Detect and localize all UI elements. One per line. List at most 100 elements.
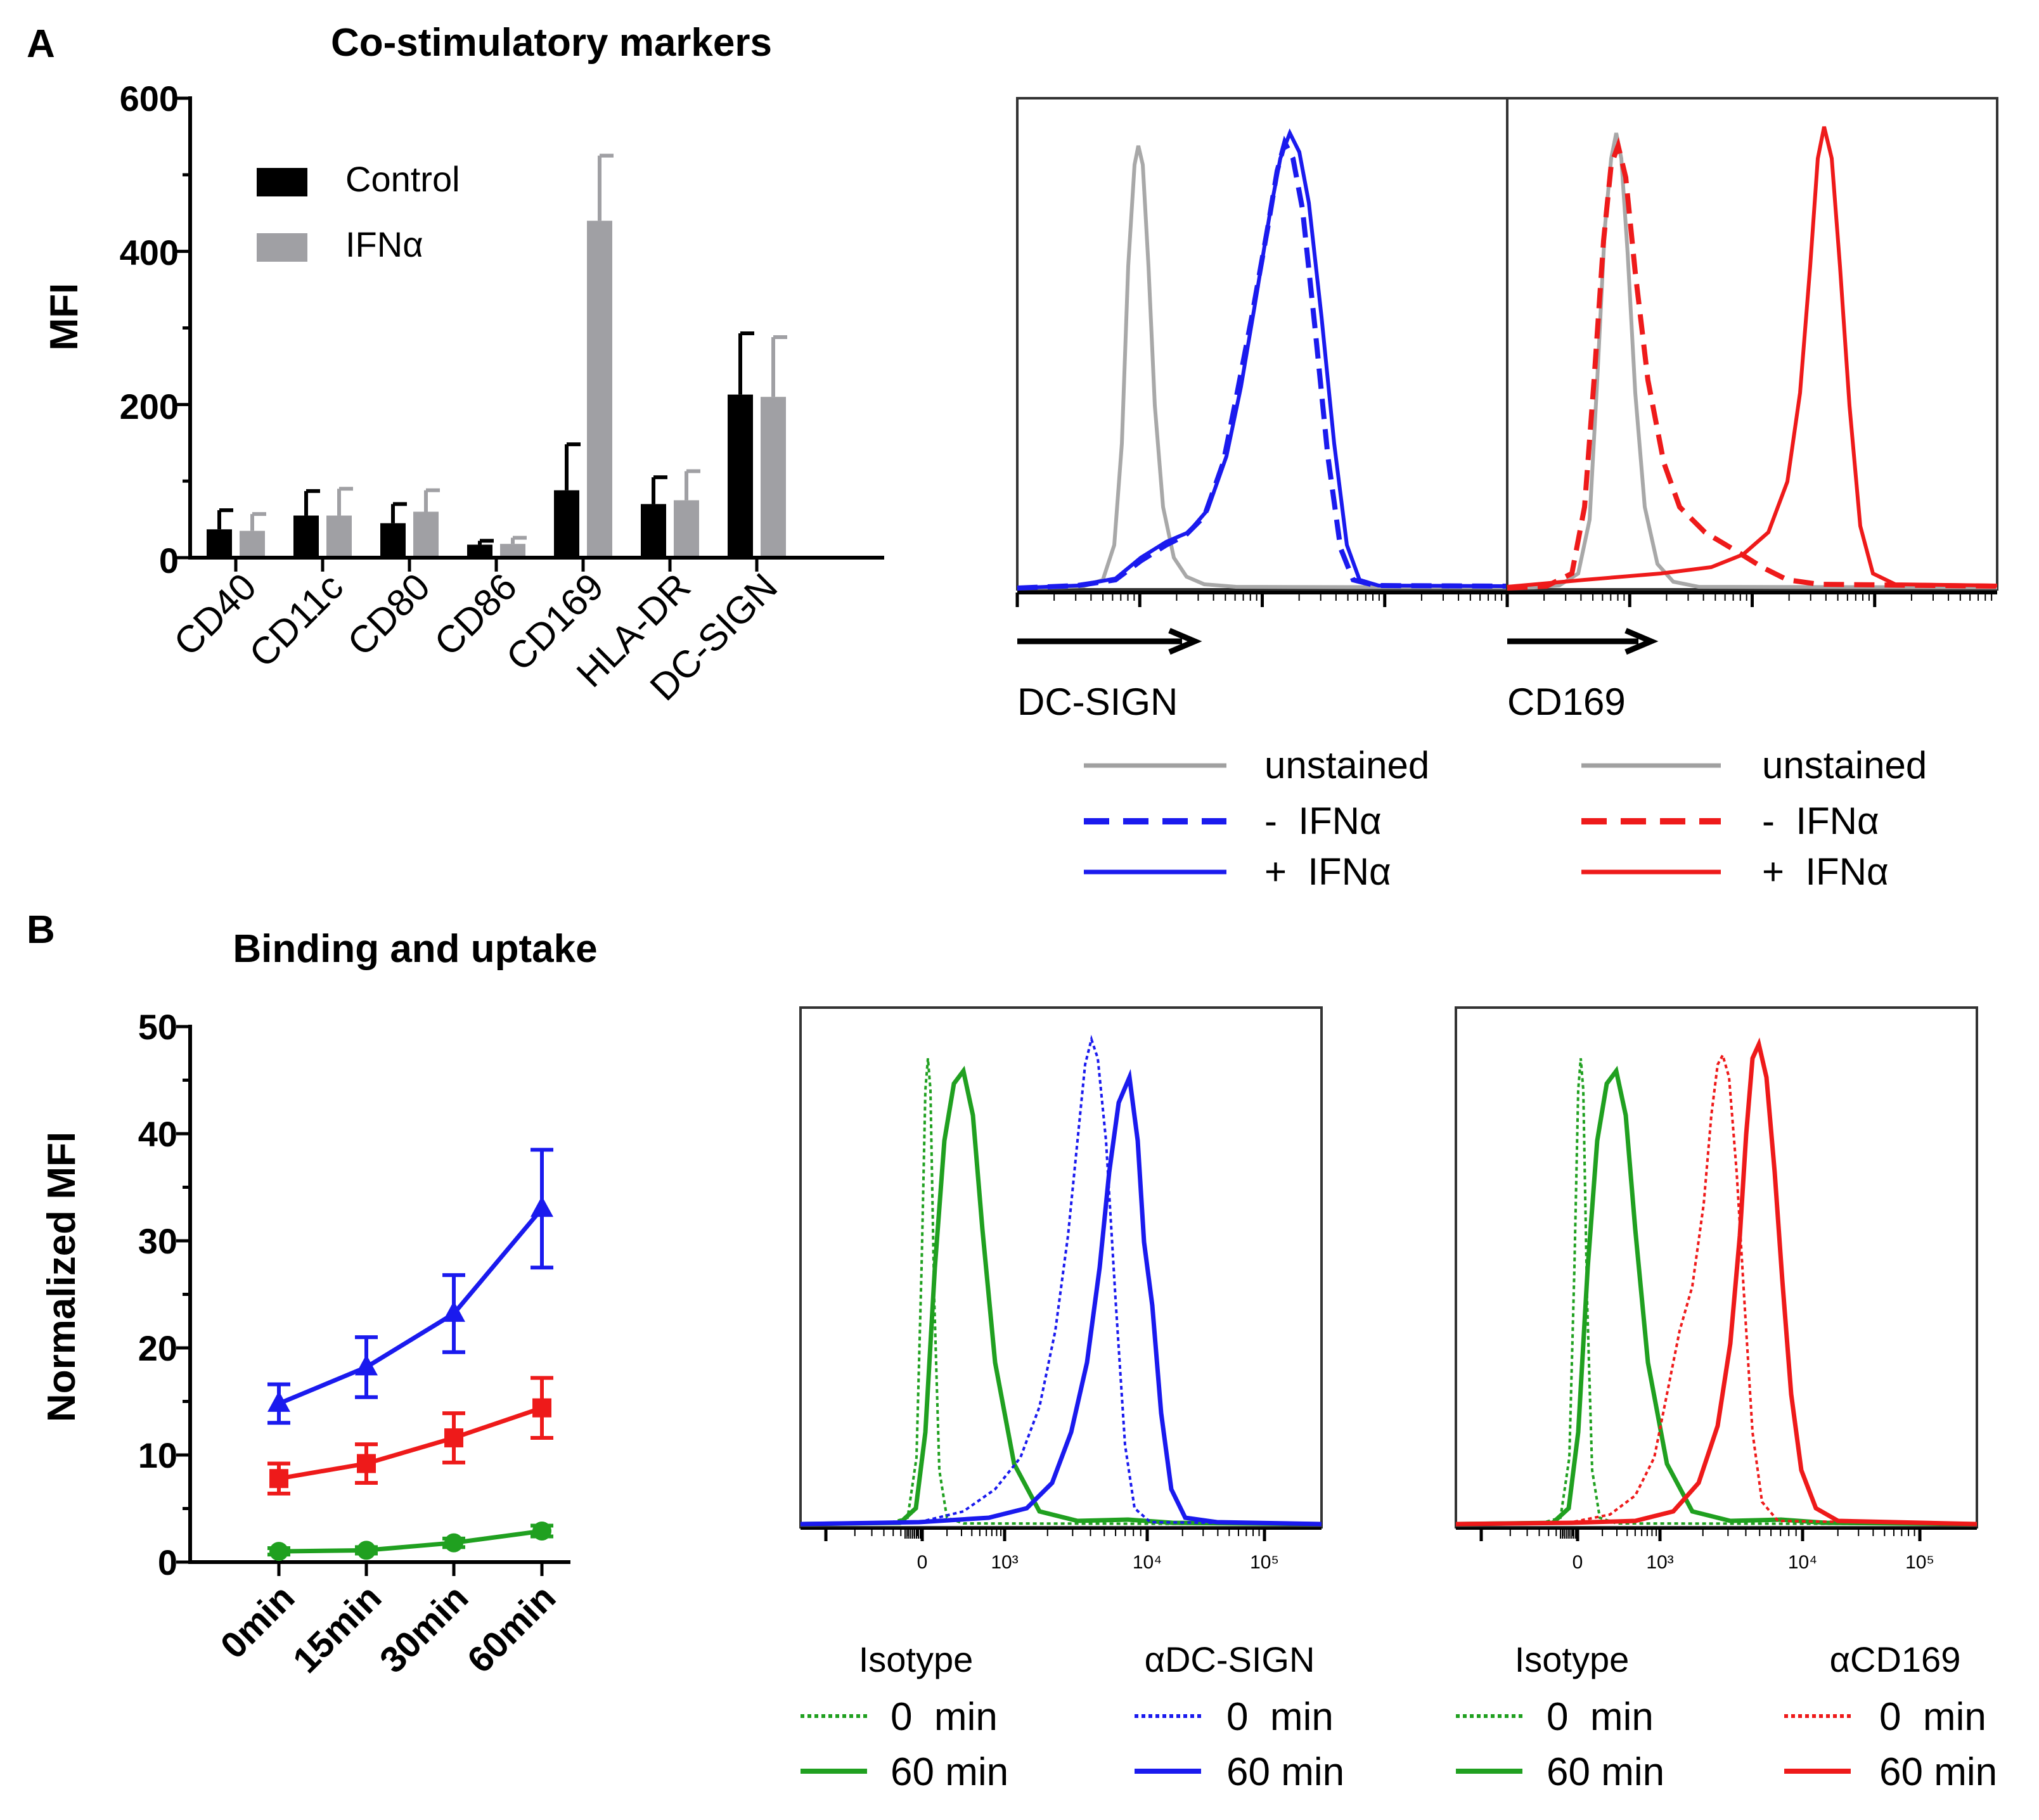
data-point [269, 1469, 288, 1489]
series-line-red [278, 1406, 543, 1481]
legend-swatch-ifna [257, 233, 307, 262]
hist-b-tick-labels: 0 10³ 10⁴ 10⁵ 0 10³ 10⁴ 10⁵ [917, 1552, 1934, 1573]
hist-tick-label: 10⁴ [1788, 1552, 1817, 1573]
hist-tick-label: 0 [1573, 1552, 1583, 1573]
line-ytick-label: 20 [138, 1328, 177, 1368]
bar-ytick-label: 400 [120, 233, 179, 272]
histogram-b-dcsign [799, 1006, 1323, 1528]
bar-xtick-label: CD11c [241, 565, 351, 676]
legend-label: 0 min [891, 1695, 998, 1739]
data-point [442, 1300, 465, 1322]
histogram-a-dcsign: DC-SIGN [1016, 97, 1508, 723]
hist-tick-label: 10³ [991, 1552, 1018, 1573]
panel-b-label: B [27, 908, 55, 952]
histogram-a-cd169: CD169 [1506, 97, 1998, 723]
hist-dcsign-0min [800, 1034, 1322, 1525]
legend-label: 60 min [1226, 1750, 1344, 1794]
legend-group-title: αCD169 [1830, 1639, 1961, 1679]
histogram-b-cd169 [1455, 1006, 1978, 1528]
legend-label: unstained [1264, 744, 1429, 786]
hist-a-minor-ticks [1015, 593, 1993, 607]
hist-b-legend-left: Isotype 0 min 60 min αDC-SIGN 0 min 60 m… [801, 1639, 1344, 1794]
bar-chart-title: Co-stimulatory markers [331, 21, 772, 65]
line-ytick-label: 0 [158, 1542, 177, 1582]
hist-tick-label: 10⁴ [1133, 1552, 1162, 1573]
series-line-blue [278, 1207, 544, 1406]
bar-ytick-label: 0 [159, 541, 179, 580]
legend-group-title: Isotype [1515, 1639, 1630, 1679]
bar-ytick-label: 200 [120, 387, 179, 426]
line-chart-title: Binding and uptake [233, 927, 597, 971]
axis-arrow-head [1168, 627, 1202, 655]
bar-xtick-label: CD80 [339, 565, 438, 664]
legend-label: + IFNα [1762, 850, 1889, 893]
hist-a-legend-left: unstained - IFNα + IFNα [1084, 744, 1429, 893]
hist-tick-label: 10⁵ [1250, 1552, 1279, 1573]
bar [293, 515, 319, 558]
hist-b-axes [801, 1527, 1977, 1541]
hist-isotype-60min [1455, 1065, 1978, 1527]
hist-cd169-plus-ifna [1507, 126, 1998, 589]
hist-tick-label: 10⁵ [1905, 1552, 1934, 1573]
legend-label: 60 min [891, 1750, 1008, 1794]
legend-label-ifna: IFNα [345, 224, 423, 264]
bar [326, 515, 352, 558]
legend-label: 0 min [1226, 1695, 1334, 1739]
hist-isotype-60min [800, 1065, 1322, 1527]
hist-cd169-0min [1455, 1051, 1978, 1525]
hist-tick-label: 10³ [1646, 1552, 1673, 1573]
legend-label-control: Control [345, 159, 460, 199]
data-point [532, 1398, 551, 1418]
data-point [269, 1542, 288, 1561]
hist-cd169-60min [1455, 1037, 1978, 1527]
data-point [531, 1196, 553, 1217]
bar-chart-x-labels: CD40 CD11c CD80 CD86 CD169 HLA-DR DC-SIG… [165, 565, 785, 709]
legend-label: 0 min [1547, 1695, 1654, 1739]
bar-ytick-label: 600 [120, 79, 179, 119]
legend-label: - IFNα [1762, 800, 1879, 842]
hist-isotype-0min [1455, 1058, 1978, 1525]
line-xtick-label: 60min [460, 1577, 564, 1681]
line-xtick-label: 30min [372, 1577, 477, 1681]
bar [240, 530, 265, 558]
legend-label: + IFNα [1264, 850, 1391, 893]
hist-axis-label: CD169 [1507, 681, 1626, 723]
bar-chart [176, 96, 884, 572]
histogram-frame [1455, 1006, 1978, 1528]
bar [587, 221, 612, 558]
legend-label: - IFNα [1264, 800, 1382, 842]
histogram-frame [1506, 97, 1998, 591]
bar [500, 544, 525, 558]
bar-chart-y-ticks: 0 200 400 600 [120, 79, 179, 580]
line-ytick-label: 30 [138, 1221, 177, 1261]
line-ytick-label: 40 [138, 1114, 177, 1154]
legend-label: 0 min [1879, 1695, 1986, 1739]
hist-cd169-minus-ifna [1507, 137, 1998, 591]
line-xtick-label: 15min [285, 1577, 390, 1681]
bar [674, 500, 699, 558]
line-chart-x-labels: 0min 15min 30min 60min [213, 1577, 564, 1681]
panel-a-label: A [27, 22, 55, 66]
data-point [444, 1428, 463, 1447]
data-point [355, 1354, 378, 1376]
bar [641, 504, 666, 558]
legend-label: unstained [1762, 744, 1927, 786]
legend-label: 60 min [1547, 1750, 1664, 1794]
hist-a-legend-right: unstained - IFNα + IFNα [1581, 744, 1927, 893]
hist-axis-label: DC-SIGN [1017, 681, 1178, 723]
data-point [444, 1533, 463, 1553]
bar [554, 490, 579, 558]
histogram-frame [1016, 97, 1508, 591]
bar [207, 529, 232, 558]
legend-label: 60 min [1879, 1750, 1997, 1794]
legend-group-title: Isotype [859, 1639, 974, 1679]
hist-unstained [1507, 132, 1998, 590]
histogram-frame [799, 1006, 1323, 1528]
line-chart-y-ticks: 0 10 20 30 40 50 [138, 1007, 177, 1582]
line-chart-ylabel: Normalized MFI [40, 1132, 84, 1422]
bar [413, 511, 439, 558]
bar [467, 544, 492, 558]
line-chart [176, 1025, 570, 1576]
line-ytick-label: 50 [138, 1007, 177, 1047]
